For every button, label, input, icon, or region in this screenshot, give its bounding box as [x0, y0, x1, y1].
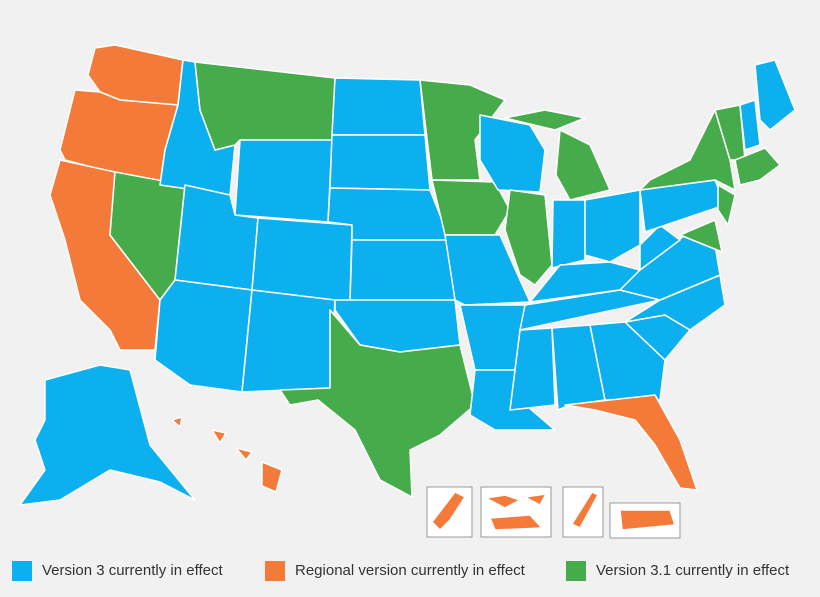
- region: [504, 109, 586, 131]
- region: [479, 114, 546, 193]
- region: [279, 309, 476, 498]
- region: [589, 321, 666, 401]
- region: [235, 447, 253, 461]
- region: [485, 494, 521, 509]
- region: [349, 239, 456, 303]
- region: [504, 189, 553, 286]
- region: [211, 429, 227, 444]
- region: [489, 514, 543, 531]
- region: [564, 394, 698, 491]
- region: [261, 461, 283, 493]
- region: [194, 61, 336, 151]
- legend-swatch: [265, 561, 285, 581]
- region: [171, 416, 183, 428]
- region: [241, 289, 336, 393]
- region: [524, 493, 547, 506]
- region: [619, 509, 676, 531]
- legend-label: Regional version currently in effect: [295, 562, 526, 579]
- region: [717, 184, 736, 226]
- region: [571, 491, 599, 529]
- region: [234, 139, 333, 223]
- region: [431, 179, 511, 236]
- region: [329, 134, 431, 191]
- region: [739, 99, 761, 151]
- region: [584, 189, 641, 263]
- region: [431, 491, 466, 531]
- legend-label: Version 3.1 currently in effect: [596, 562, 790, 579]
- region: [754, 59, 796, 131]
- region: [639, 224, 681, 271]
- region: [679, 219, 723, 253]
- legend: Version 3 currently in effect Regional v…: [12, 561, 790, 581]
- states: [19, 44, 796, 506]
- region: [734, 147, 781, 186]
- region: [551, 199, 586, 269]
- region: [251, 217, 353, 303]
- legend-swatch: [12, 561, 32, 581]
- legend-label: Version 3 currently in effect: [42, 562, 223, 579]
- territories: [426, 486, 681, 539]
- region: [639, 109, 736, 191]
- region: [19, 364, 196, 506]
- region: [555, 129, 611, 201]
- region: [509, 327, 556, 411]
- region: [331, 77, 426, 136]
- legend-swatch: [566, 561, 586, 581]
